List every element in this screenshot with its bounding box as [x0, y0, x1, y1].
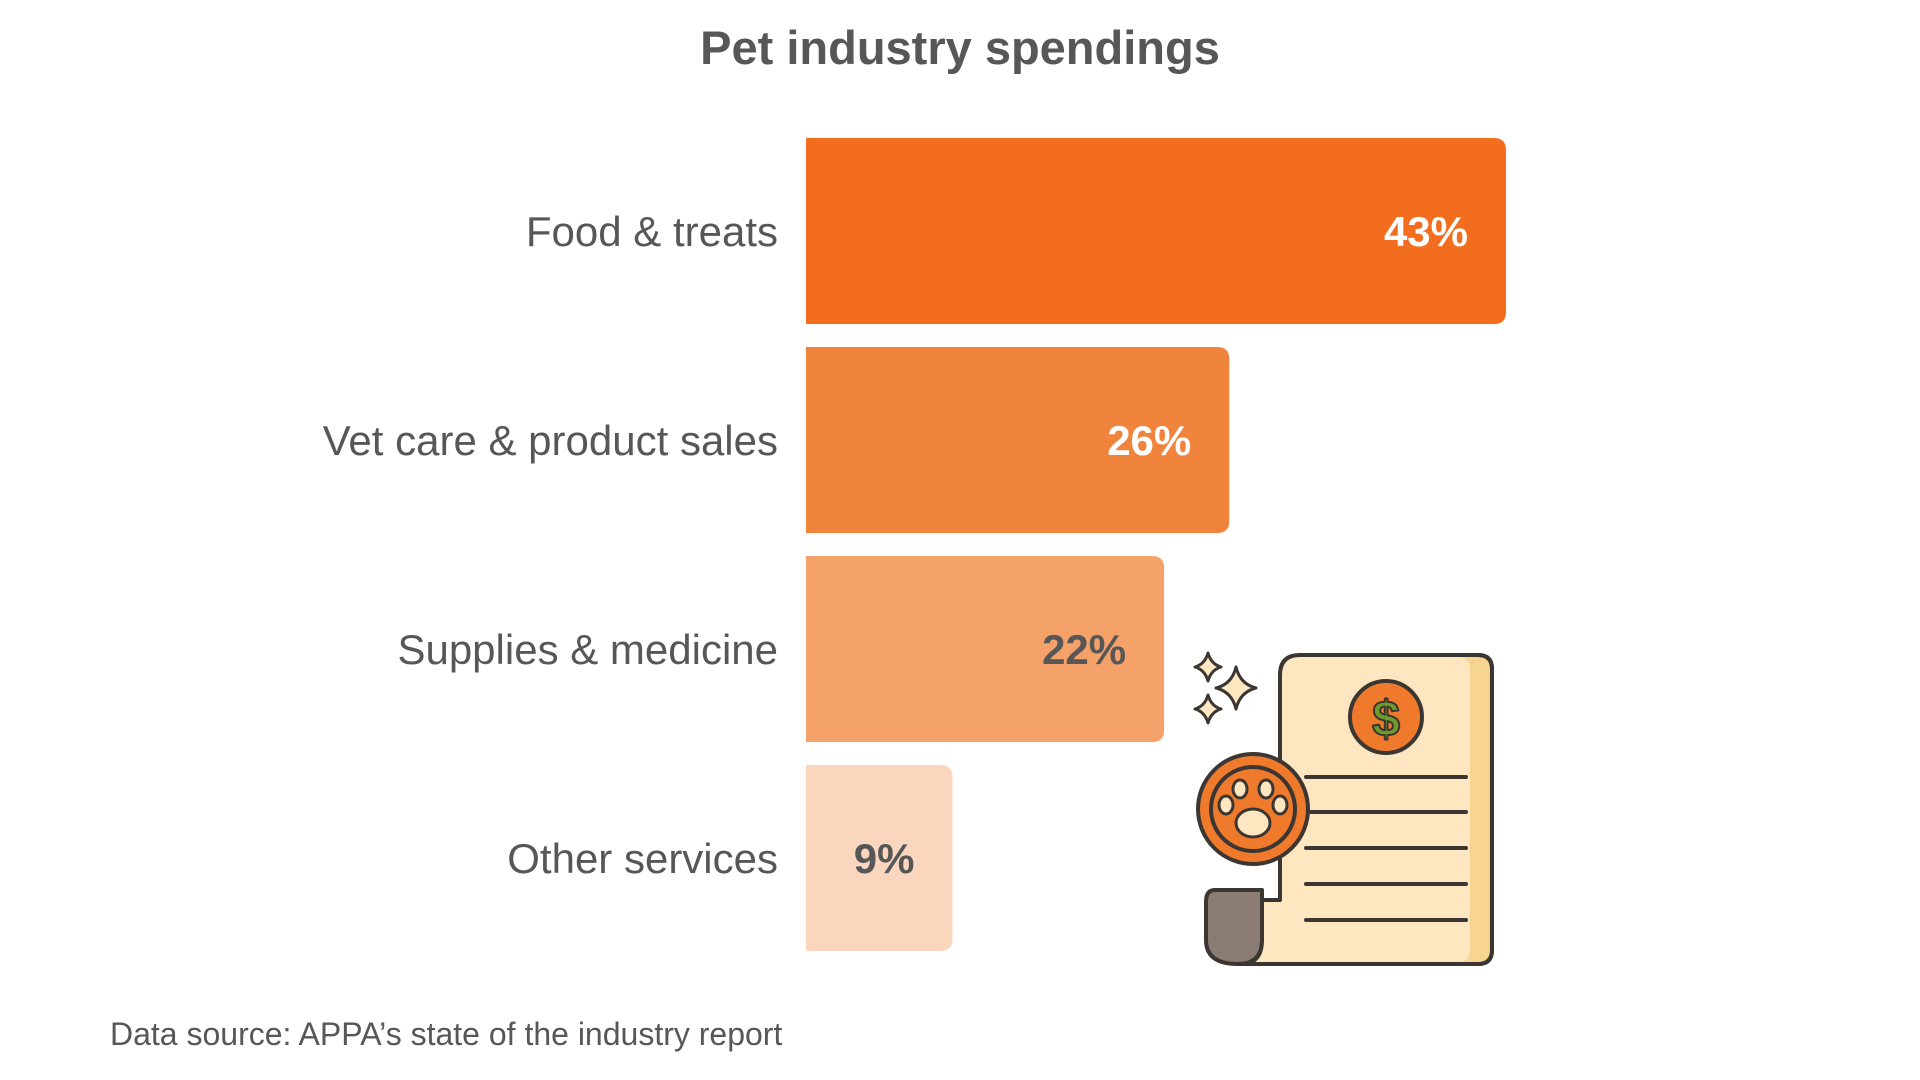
bar-0 [806, 138, 1506, 324]
bar-2 [806, 556, 1165, 742]
category-label-3: Other services [507, 835, 778, 882]
bars-layer: Food & treats 43% Vet care & product sales… [323, 138, 1506, 951]
category-label-1: Vet care & product sales [323, 417, 778, 464]
data-source-note: Data source: APPA’s state of the industr… [110, 1016, 783, 1052]
category-label-2: Supplies & medicine [397, 626, 778, 673]
category-label-0: Food & treats [526, 208, 778, 255]
value-label-2: 22% [1042, 626, 1126, 673]
bar-3 [806, 765, 953, 951]
svg-text:$: $ [1372, 691, 1400, 747]
pet-bill-receipt-icon: $ [1193, 651, 1494, 966]
value-label-0: 43% [1384, 208, 1468, 255]
bar-1 [806, 347, 1230, 533]
value-label-3: 9% [854, 835, 915, 882]
chart-title: Pet industry spendings [700, 21, 1220, 74]
value-label-1: 26% [1107, 417, 1191, 464]
